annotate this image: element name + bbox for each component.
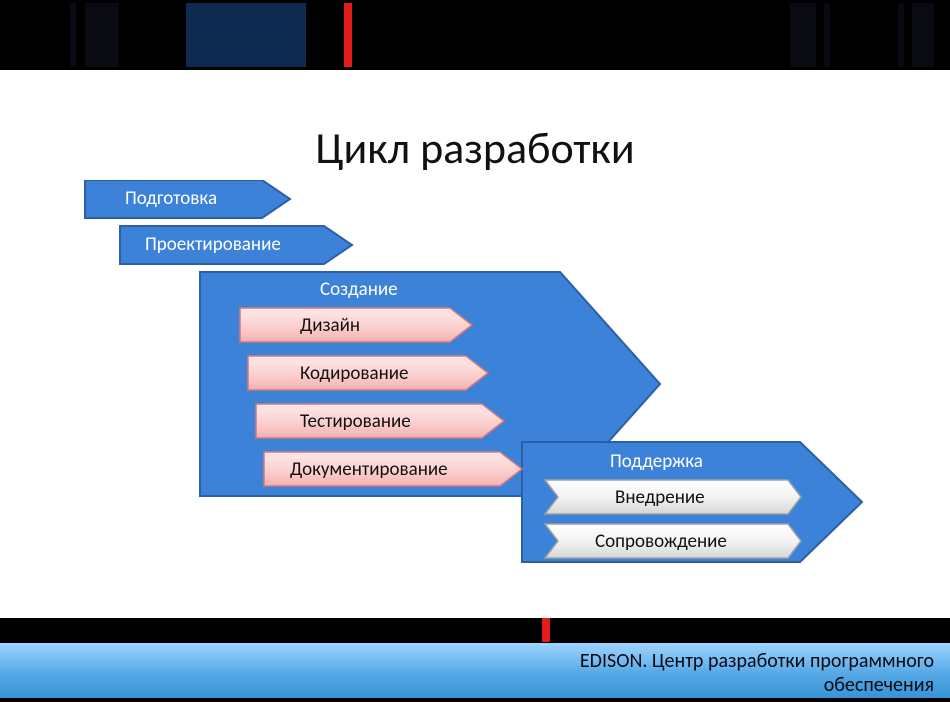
sub-coding-label: Кодирование [300,362,409,385]
header-bar [0,0,950,70]
footer-line2: обеспечения [824,673,934,697]
footer-bar: EDISON. Центр разработки программного об… [0,642,950,700]
stage-build-label: Создание [320,278,398,301]
stage-design-label: Проектирование [145,233,281,256]
sub-design-label: Дизайн [300,314,360,337]
dev-cycle-diagram: Подготовка Проектирование Создание Подде… [0,180,950,590]
sub-testing-label: Тестирование [300,410,411,433]
bottom-edge [0,698,950,702]
stage-support-label: Поддержка [610,450,703,473]
sub-doc-label: Документирование [290,458,448,481]
sub-maint-label: Сопровождение [595,530,727,553]
sub-deploy-label: Внедрение [615,486,705,509]
footer-divider [0,618,950,642]
stage-prep-label: Подготовка [125,187,217,210]
footer-line1: EDISON. Центр разработки программного [580,649,934,673]
page-title: Цикл разработки [0,121,950,175]
